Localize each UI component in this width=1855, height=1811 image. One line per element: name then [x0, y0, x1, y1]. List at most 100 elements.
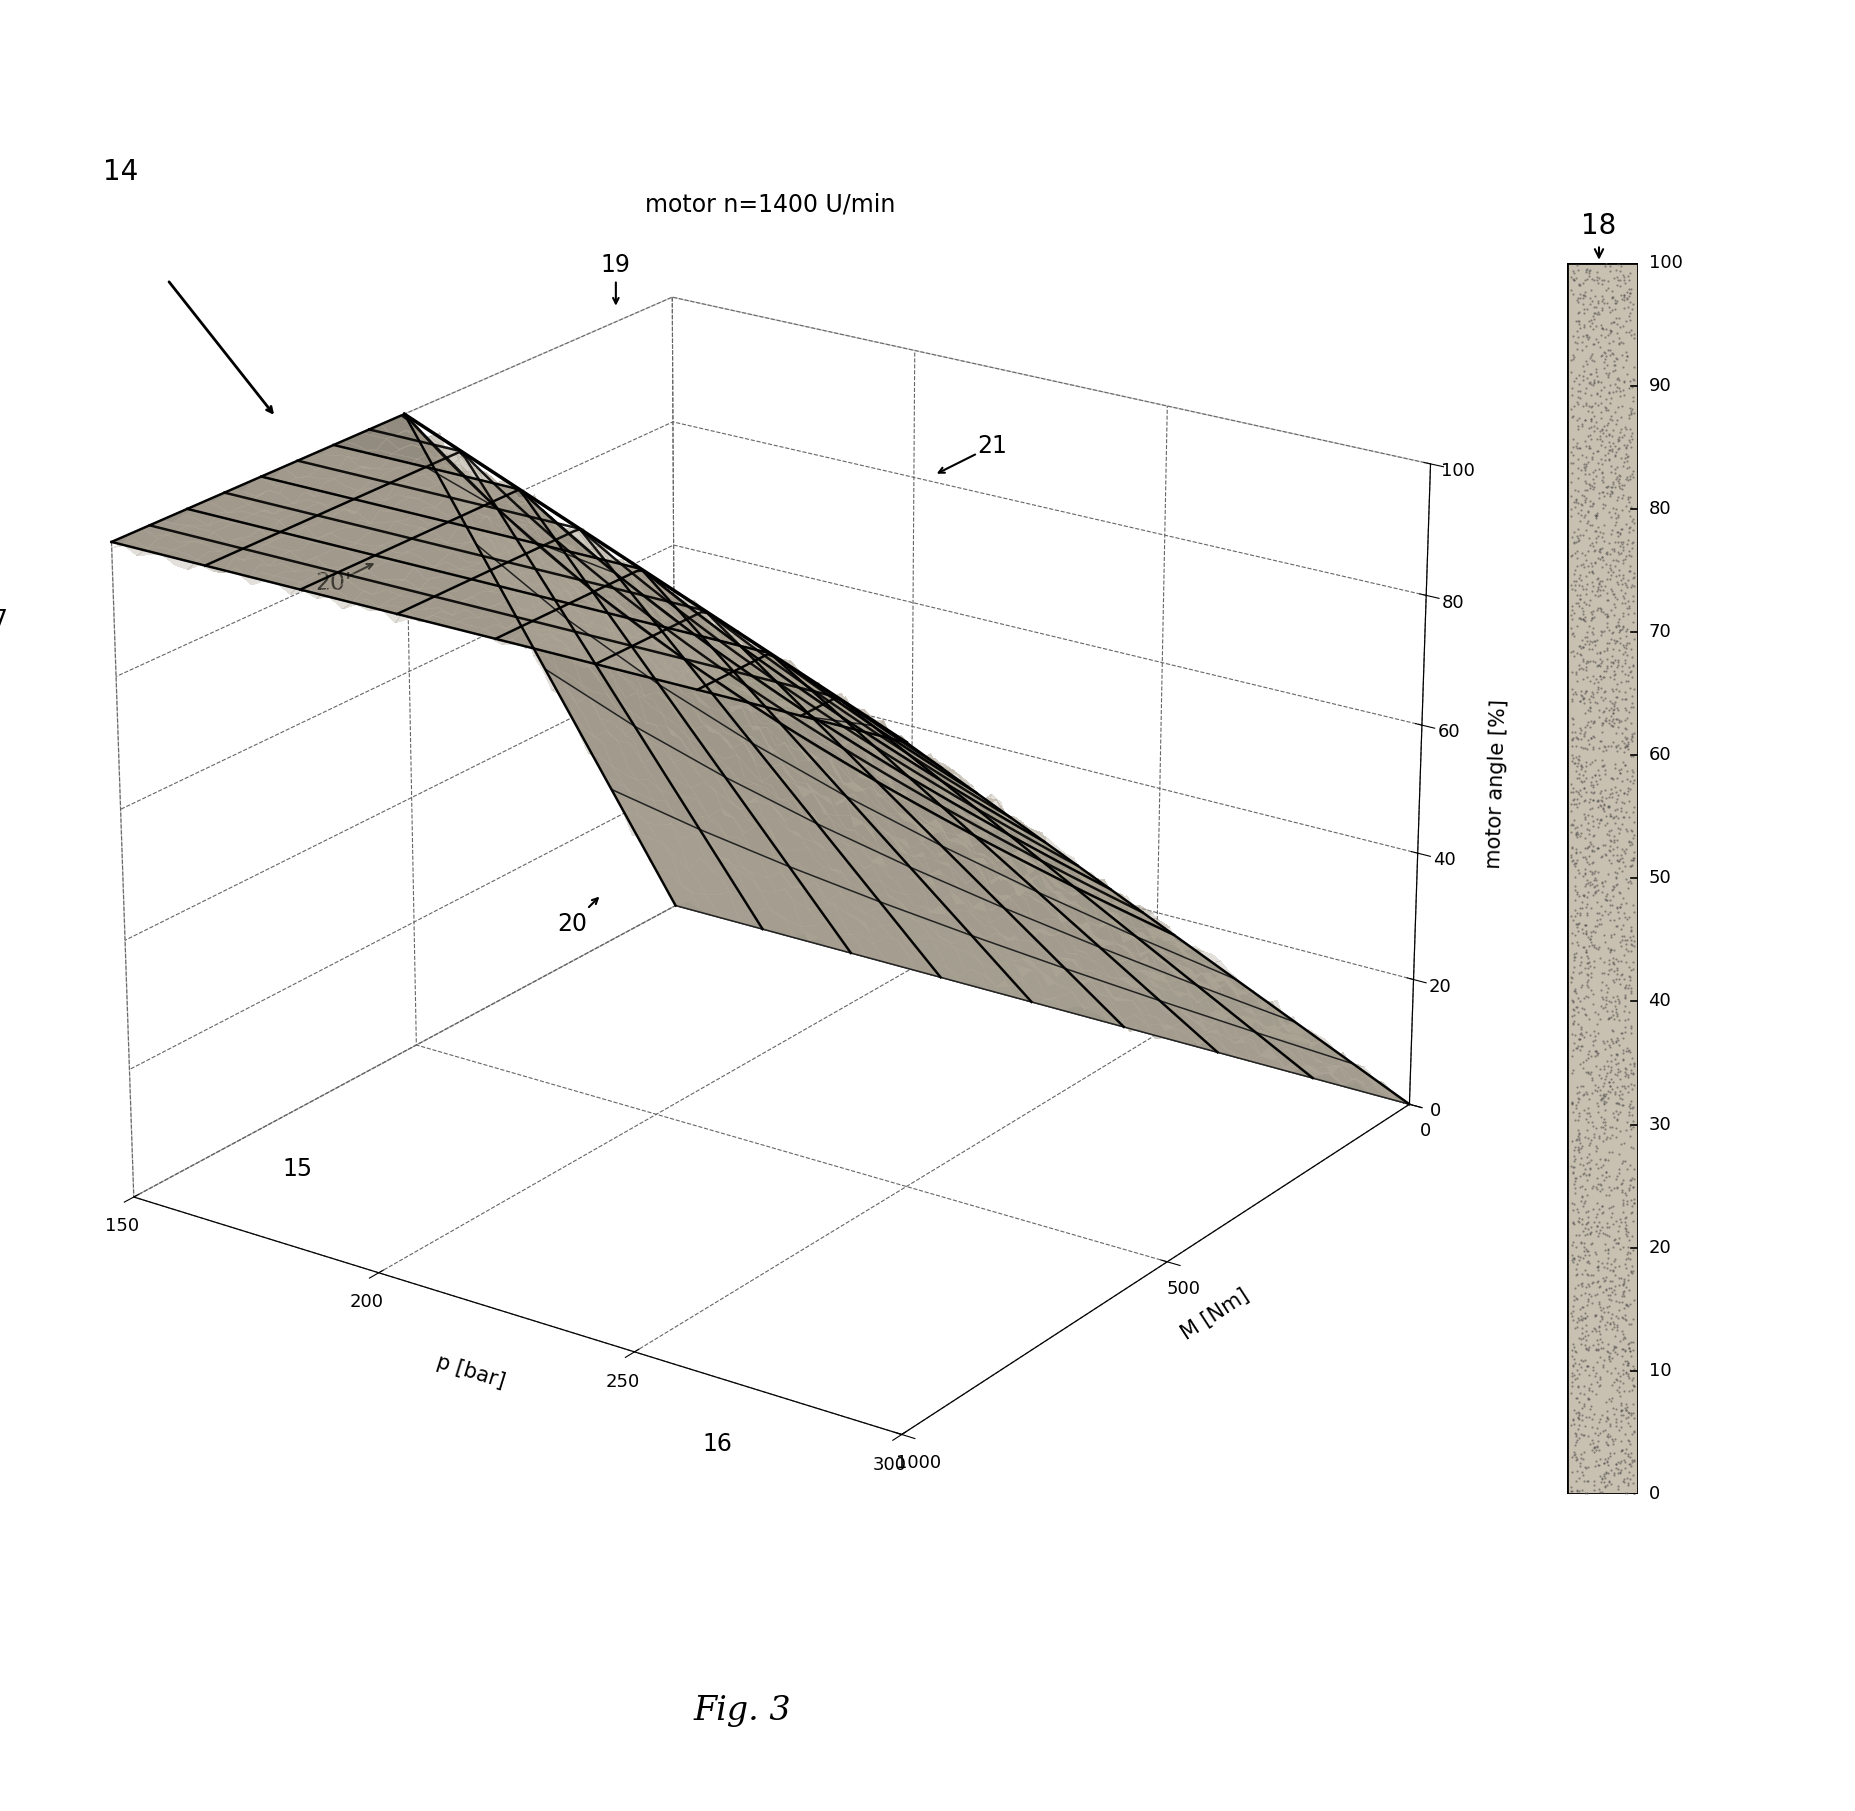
- Point: [1571, 373, 1601, 402]
- Point: [1605, 927, 1634, 956]
- Point: [1601, 511, 1631, 540]
- Point: [1603, 1174, 1632, 1203]
- Point: [1610, 1054, 1640, 1083]
- Point: [1558, 1154, 1588, 1183]
- Point: [1562, 1443, 1592, 1472]
- Point: [1592, 1163, 1621, 1192]
- Point: [1566, 900, 1595, 929]
- Point: [1586, 1326, 1616, 1355]
- Point: [1582, 652, 1612, 681]
- Text: 17: 17: [0, 608, 7, 632]
- Point: [1567, 994, 1597, 1023]
- Point: [1573, 1203, 1603, 1231]
- Point: [1616, 1116, 1645, 1145]
- Point: [1616, 708, 1645, 737]
- Point: [1593, 438, 1623, 467]
- Point: [1605, 1378, 1634, 1407]
- Point: [1588, 712, 1618, 741]
- Point: [1608, 514, 1638, 543]
- Point: [1566, 1150, 1595, 1179]
- Point: [1588, 1264, 1618, 1293]
- Point: [1599, 648, 1629, 677]
- Point: [1610, 1306, 1640, 1335]
- Point: [1612, 757, 1642, 786]
- Point: [1614, 1097, 1644, 1126]
- Point: [1612, 1063, 1642, 1092]
- Point: [1558, 1306, 1588, 1335]
- Point: [1573, 1384, 1603, 1413]
- Point: [1606, 810, 1636, 838]
- Point: [1562, 1420, 1592, 1449]
- Point: [1616, 1199, 1645, 1228]
- Point: [1573, 815, 1603, 844]
- Point: [1582, 362, 1612, 391]
- Point: [1577, 1425, 1606, 1454]
- Point: [1608, 1045, 1638, 1074]
- Point: [1608, 471, 1638, 500]
- Point: [1564, 1116, 1593, 1145]
- Point: [1556, 346, 1586, 375]
- Point: [1566, 1072, 1595, 1101]
- Point: [1582, 1329, 1612, 1358]
- Point: [1601, 1288, 1631, 1317]
- Point: [1610, 493, 1640, 522]
- Point: [1610, 733, 1640, 762]
- Point: [1571, 866, 1601, 895]
- Point: [1593, 616, 1623, 645]
- Point: [1558, 679, 1588, 708]
- Point: [1595, 1078, 1625, 1107]
- Point: [1556, 833, 1586, 862]
- Point: [1582, 1040, 1612, 1068]
- Point: [1616, 724, 1645, 753]
- Point: [1606, 706, 1636, 735]
- Point: [1603, 1447, 1632, 1476]
- Point: [1566, 973, 1595, 1001]
- Point: [1586, 1333, 1616, 1362]
- Point: [1566, 1228, 1595, 1257]
- Point: [1582, 523, 1612, 552]
- Point: [1612, 934, 1642, 963]
- Point: [1562, 388, 1592, 417]
- Point: [1597, 1298, 1627, 1327]
- Point: [1584, 806, 1614, 835]
- Point: [1566, 1012, 1595, 1041]
- Point: [1599, 308, 1629, 337]
- Point: [1601, 846, 1631, 875]
- Point: [1616, 1132, 1645, 1161]
- Point: [1612, 634, 1642, 663]
- Point: [1566, 686, 1595, 715]
- Point: [1566, 1030, 1595, 1059]
- Point: [1571, 1164, 1601, 1193]
- Point: [1590, 1297, 1619, 1326]
- Point: [1597, 762, 1627, 791]
- Point: [1599, 645, 1629, 674]
- Point: [1592, 654, 1621, 683]
- Point: [1601, 1049, 1631, 1078]
- Point: [1608, 1349, 1638, 1378]
- Point: [1605, 1458, 1634, 1487]
- Point: [1577, 677, 1606, 706]
- Point: [1608, 536, 1638, 565]
- Point: [1584, 424, 1614, 453]
- Point: [1601, 674, 1631, 703]
- Point: [1575, 344, 1605, 373]
- Point: [1590, 1460, 1619, 1489]
- Point: [1606, 529, 1636, 558]
- Point: [1582, 1433, 1612, 1461]
- Point: [1599, 873, 1629, 902]
- Point: [1616, 1355, 1645, 1384]
- Point: [1601, 1040, 1631, 1068]
- Point: [1562, 527, 1592, 556]
- Point: [1564, 523, 1593, 552]
- Point: [1595, 456, 1625, 485]
- Point: [1586, 1054, 1616, 1083]
- Point: [1584, 569, 1614, 598]
- Point: [1558, 987, 1588, 1016]
- Point: [1599, 828, 1629, 857]
- Point: [1580, 761, 1610, 790]
- Point: [1610, 974, 1640, 1003]
- Point: [1618, 534, 1647, 563]
- Point: [1567, 665, 1597, 694]
- Point: [1599, 590, 1629, 619]
- Point: [1618, 1221, 1647, 1250]
